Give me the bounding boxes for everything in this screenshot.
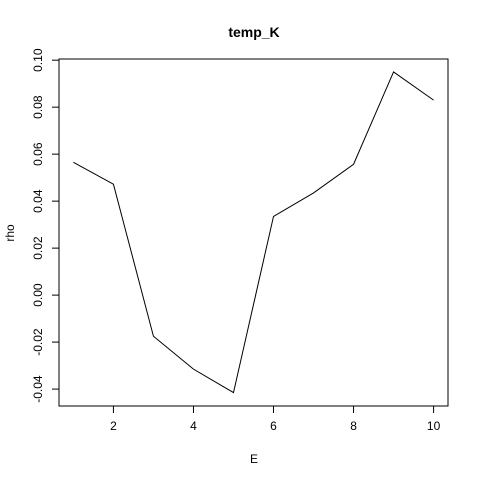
plot-series: [73, 71, 434, 394]
y-tick-label: -0.02: [31, 328, 45, 356]
x-tick-label: 8: [350, 419, 357, 433]
x-tick-label: 6: [270, 419, 277, 433]
y-tick-label: 0.06: [31, 142, 45, 166]
y-tick-label: 0.00: [31, 283, 45, 307]
x-tick-label: 10: [427, 419, 441, 433]
y-axis: -0.04 -0.02 0.00 0.02 0.04 0.06 0.08 0.10: [31, 48, 59, 403]
y-axis-label: rho: [3, 224, 17, 242]
x-axis: 2 4 6 8 10: [110, 406, 441, 433]
plot-frame: [58, 58, 449, 407]
y-tick-label: 0.02: [31, 236, 45, 260]
y-tick-label: -0.04: [31, 375, 45, 403]
x-tick-label: 4: [190, 419, 197, 433]
x-tick-label: 2: [110, 419, 117, 433]
y-tick-label: 0.04: [31, 189, 45, 213]
chart-title: temp_K: [228, 24, 279, 40]
y-tick-label: 0.10: [31, 48, 45, 72]
series-line-0: [73, 71, 434, 394]
x-axis-label: E: [250, 452, 258, 466]
y-tick-label: 0.08: [31, 95, 45, 119]
